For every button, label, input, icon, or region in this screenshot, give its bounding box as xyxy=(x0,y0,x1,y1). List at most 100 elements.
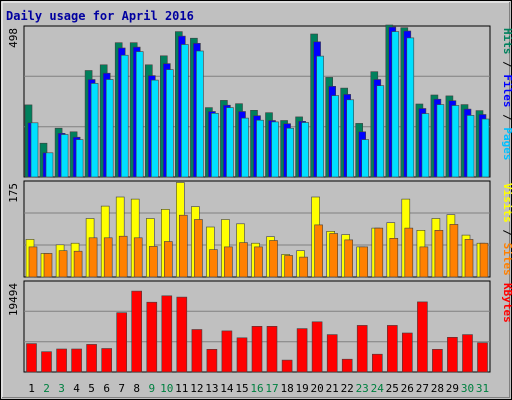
x-tick-label: 27 xyxy=(416,382,429,395)
bar-kbytes-day-21 xyxy=(326,334,338,373)
panel-kbytes: 19494 KBytes xyxy=(7,280,512,373)
bar-sites-day-11 xyxy=(179,214,188,278)
legend-entry: / xyxy=(501,108,512,128)
bar-pages-day-26 xyxy=(406,37,415,178)
bar-kbytes-day-18 xyxy=(281,359,293,373)
bar-sites-day-3 xyxy=(58,250,68,278)
x-tick-label: 3 xyxy=(58,382,65,395)
bar-kbytes-day-26 xyxy=(401,332,413,373)
bar-kbytes-day-3 xyxy=(56,348,67,373)
bar-kbytes-day-6 xyxy=(101,348,112,373)
bar-pages-day-23 xyxy=(361,139,370,178)
bar-sites-day-6 xyxy=(103,237,113,278)
y-max-label: 498 xyxy=(7,28,20,48)
bar-pages-day-20 xyxy=(316,55,324,178)
x-tick-label: 20 xyxy=(310,382,323,395)
x-tick-label: 5 xyxy=(88,382,95,395)
x-tick-label: 31 xyxy=(476,382,489,395)
bar-sites-day-17 xyxy=(269,240,278,278)
panel-hits-files-pages: 498 Hits / Files / Pages xyxy=(7,24,512,178)
bar-pages-day-16 xyxy=(256,119,264,178)
bar-pages-day-2 xyxy=(45,152,54,178)
bar-sites-day-16 xyxy=(254,246,263,278)
bar-pages-day-13 xyxy=(211,113,219,178)
x-tick-label: 26 xyxy=(401,382,414,395)
bar-sites-day-12 xyxy=(194,219,203,278)
bar-sites-day-26 xyxy=(404,227,414,278)
bar-kbytes-day-10 xyxy=(161,295,173,373)
bar-sites-day-2 xyxy=(43,253,53,278)
bar-kbytes-day-27 xyxy=(417,301,428,373)
x-tick-label: 23 xyxy=(356,382,369,395)
x-tick-label: 7 xyxy=(118,382,125,395)
bar-sites-day-15 xyxy=(239,242,248,278)
bar-sites-day-30 xyxy=(464,239,474,278)
x-tick-label: 10 xyxy=(160,382,173,395)
bar-pages-day-5 xyxy=(90,83,99,178)
bar-kbytes-day-17 xyxy=(266,325,278,373)
bar-kbytes-day-25 xyxy=(386,325,398,373)
bar-sites-day-7 xyxy=(118,235,128,278)
bar-pages-day-19 xyxy=(301,122,309,178)
bar-pages-day-29 xyxy=(451,105,460,178)
bar-pages-day-10 xyxy=(166,69,174,178)
legend-entry: Sites xyxy=(501,243,512,276)
chart-panels: 498 Hits / Files / Pages 175 Visits / Sites… xyxy=(7,24,512,373)
x-tick-label: 1 xyxy=(28,382,35,395)
bar-sites-day-9 xyxy=(149,246,158,278)
bar-pages-day-7 xyxy=(120,54,129,178)
bar-kbytes-day-28 xyxy=(432,348,443,373)
bar-pages-day-30 xyxy=(466,115,475,178)
bar-sites-day-13 xyxy=(209,249,218,278)
bar-kbytes-day-1 xyxy=(26,343,37,373)
x-tick-label: 30 xyxy=(461,382,474,395)
bar-kbytes-day-4 xyxy=(71,348,82,373)
x-tick-label: 28 xyxy=(431,382,444,395)
x-tick-label: 17 xyxy=(265,382,278,395)
bar-kbytes-day-12 xyxy=(191,329,203,373)
series-kbytes xyxy=(26,290,488,373)
bar-kbytes-day-13 xyxy=(206,348,218,373)
bar-sites-day-14 xyxy=(224,246,233,278)
bar-pages-day-12 xyxy=(196,50,204,178)
legend-entry: Hits xyxy=(501,28,512,55)
series-sites xyxy=(28,214,489,278)
bar-pages-day-21 xyxy=(331,95,340,178)
x-tick-label: 8 xyxy=(133,382,140,395)
x-tick-label: 29 xyxy=(446,382,459,395)
bar-pages-day-14 xyxy=(226,107,234,178)
bar-kbytes-day-30 xyxy=(462,334,473,373)
bar-sites-day-23 xyxy=(359,246,369,278)
panel-visits-sites: 175 Visits / Sites xyxy=(7,180,512,278)
bar-pages-day-25 xyxy=(391,31,400,178)
bar-sites-day-27 xyxy=(419,246,429,278)
bar-sites-day-19 xyxy=(299,256,308,278)
x-tick-label: 25 xyxy=(386,382,399,395)
bar-kbytes-day-16 xyxy=(251,325,263,373)
x-tick-label: 11 xyxy=(175,382,188,395)
bar-kbytes-day-29 xyxy=(447,336,458,373)
x-tick-label: 14 xyxy=(220,382,234,395)
bar-kbytes-day-22 xyxy=(341,358,353,373)
bar-kbytes-day-14 xyxy=(221,330,233,373)
bar-sites-day-21 xyxy=(329,233,339,278)
bar-sites-day-4 xyxy=(73,250,83,278)
bar-pages-day-3 xyxy=(60,134,69,178)
x-tick-label: 24 xyxy=(371,382,385,395)
bar-pages-day-4 xyxy=(75,139,84,178)
legend-entry: Visits xyxy=(501,183,512,223)
x-tick-label: 12 xyxy=(190,382,203,395)
bar-sites-day-29 xyxy=(449,224,459,278)
bar-sites-day-18 xyxy=(284,255,293,278)
x-tick-label: 15 xyxy=(235,382,248,395)
bar-sites-day-1 xyxy=(28,246,38,278)
bar-sites-day-5 xyxy=(88,237,98,278)
bar-kbytes-day-15 xyxy=(236,337,248,373)
bar-sites-day-8 xyxy=(133,237,143,278)
x-tick-label: 2 xyxy=(43,382,50,395)
chart-title: Daily usage for April 2016 xyxy=(6,9,194,23)
bar-pages-day-18 xyxy=(286,127,294,178)
legend-entry: / xyxy=(501,223,512,243)
x-tick-label: 21 xyxy=(326,382,339,395)
x-tick-label: 9 xyxy=(148,382,155,395)
